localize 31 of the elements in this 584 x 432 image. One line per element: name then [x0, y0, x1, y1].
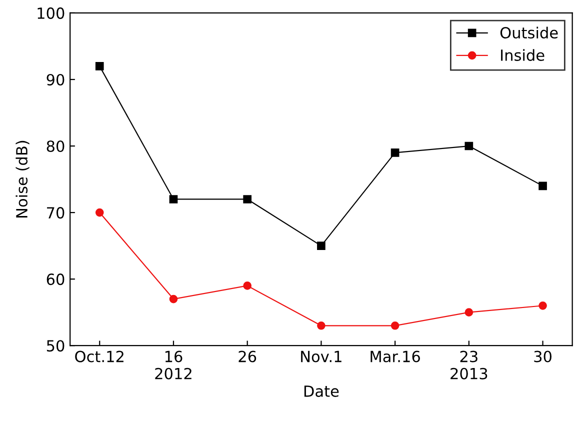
x-tick-label: 23 2013 [450, 350, 488, 380]
point [538, 302, 547, 310]
y-tick-label: 90 [46, 74, 64, 86]
y-tick-label: 80 [46, 140, 64, 152]
x-axis-title: Date [304, 386, 339, 397]
point [464, 308, 474, 317]
point [95, 208, 104, 217]
x-tick-label: 26 [238, 350, 256, 362]
point [169, 294, 178, 304]
x-tick-label: Mar.16 [370, 350, 420, 362]
x-tick-label: 30 [534, 350, 552, 362]
point [317, 242, 326, 250]
point [390, 148, 400, 157]
point [243, 195, 252, 204]
y-axis-title: Noise (dB) [16, 140, 30, 218]
point [464, 142, 474, 150]
point [390, 321, 400, 330]
legend-label: Inside [501, 49, 544, 61]
point [169, 195, 178, 204]
x-tick-label: Oct.12 [75, 350, 124, 362]
point [538, 182, 547, 190]
x-tick-label: 16 2012 [155, 350, 192, 380]
point [95, 62, 104, 70]
y-tick-label: 60 [46, 274, 64, 286]
point [243, 282, 252, 290]
x-tick-label: Nov.1 [301, 350, 342, 362]
y-tick-label: 50 [46, 340, 64, 352]
y-tick-label: 100 [38, 7, 64, 19]
point [317, 321, 326, 330]
y-tick-label: 70 [47, 207, 64, 219]
legend-label: Outside [500, 26, 558, 39]
